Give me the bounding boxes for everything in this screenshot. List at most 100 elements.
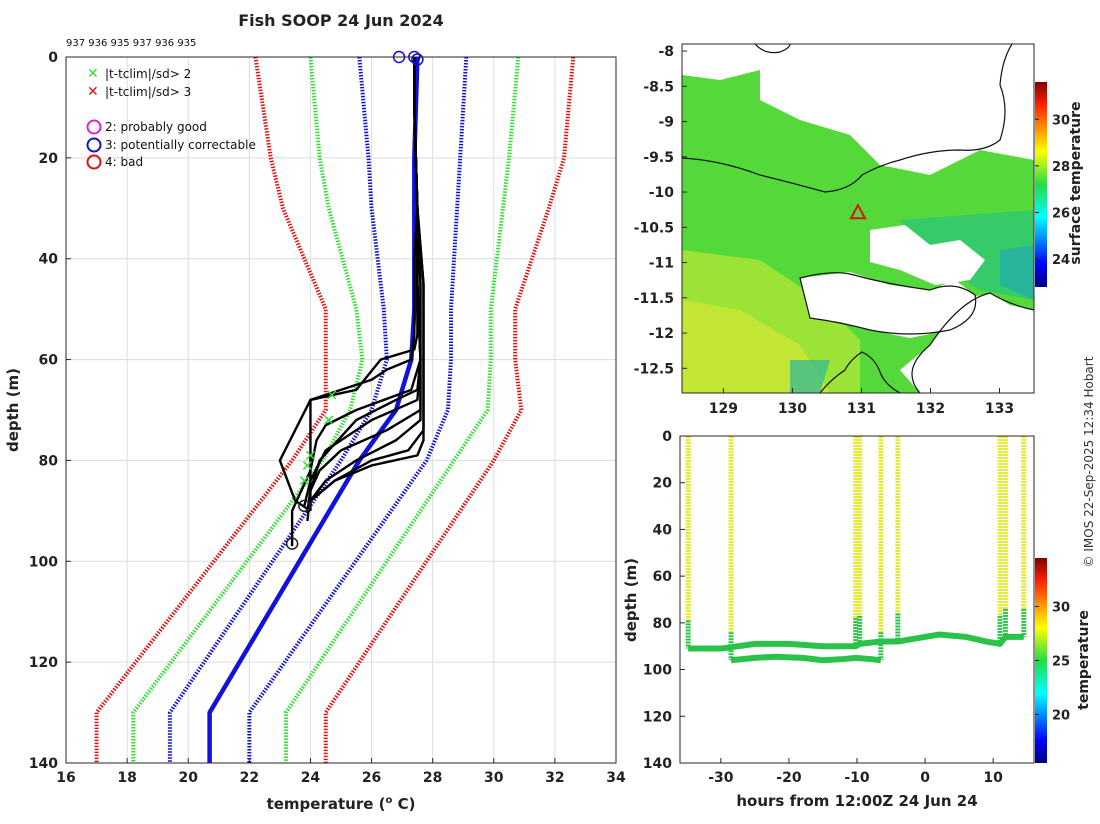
profile-xtick-label: 18: [117, 770, 136, 786]
legend-item-outlier-2sd: ✕ |t-tclim|/sd> 2: [87, 66, 191, 82]
profile-plot-area: [66, 57, 616, 763]
legend-item-bad: 4: bad: [86, 154, 143, 170]
profile-xtick-label: 16: [56, 770, 75, 786]
temperature-colorbar-tick-label: 30: [1052, 601, 1070, 616]
cloud-mask-island: [870, 225, 985, 285]
sst-cool-zone-southeast: [1000, 245, 1034, 300]
time-xtick-label: -30: [708, 770, 734, 786]
sst-map-panel: 129 130 131 132 133 -8 -8.5 -9 -9.5 -10 -10.5 -11 -1…: [634, 43, 1084, 417]
legend-label-potentially-correctable: 3: potentially correctable: [105, 138, 256, 152]
time-ytick-label: 20: [653, 476, 673, 492]
climatology-mean-1sd: [167, 57, 389, 763]
profile-ytick-label: 0: [48, 50, 58, 66]
profile-ytick-label: 60: [39, 353, 59, 369]
profile-xlabel: temperature (o C): [267, 795, 416, 813]
coastline-southeast: [911, 292, 1034, 393]
cloud-mask-north: [760, 44, 1034, 175]
profile-ticks: 16 18 20 22 24 26 28 30 32 34 0 20 40 60 80 100 120 140: [29, 50, 626, 786]
profile-xtick-label: 26: [362, 770, 381, 786]
time-xtick-label: -20: [776, 770, 802, 786]
cruise-location-marker: [849, 203, 867, 220]
climatology-mean-2sd: [131, 57, 365, 763]
climatology-mean+2sd: [284, 57, 521, 763]
profile-legend: ✕ |t-tclim|/sd> 2 ✕ |t-tclim|/sd> 3 2: p…: [86, 66, 256, 170]
map-xtick-label: 132: [916, 401, 945, 417]
outlier-marker: [305, 450, 315, 460]
land-southeast: [900, 293, 1034, 393]
coastline-islet-north: [754, 44, 791, 54]
time-ytick-label: 120: [643, 709, 672, 725]
time-xtick-label: 10: [983, 770, 1003, 786]
sst-colorbar: [1035, 82, 1047, 287]
coastline-north: [682, 44, 1013, 193]
legend-label-outlier-3sd: |t-tclim|/sd> 3: [105, 85, 191, 99]
time-xtick-label: -10: [844, 770, 870, 786]
cloud-mask-northwest: [682, 44, 760, 80]
legend-symbol-potentially-correctable: [86, 137, 102, 153]
profile-ytick-label: 140: [29, 756, 58, 772]
map-ytick-label: -10.5: [634, 220, 674, 236]
sst-colorbar-label: surface temperature: [1068, 101, 1084, 264]
time-ytick-label: 0: [662, 429, 672, 445]
profile-ytick-label: 120: [29, 655, 58, 671]
outlier-marker: [299, 476, 309, 486]
time-ytick-label: 100: [643, 663, 672, 679]
profile-xtick-label: 24: [301, 770, 321, 786]
profile-ylabel: depth (m): [4, 368, 22, 452]
sst-colorbar-tick-label: 30: [1052, 113, 1070, 128]
outlier-marker: [327, 390, 337, 400]
map-ytick-label: -8.5: [643, 79, 674, 95]
map-xtick-label: 130: [778, 401, 807, 417]
climatology-mean+1sd: [247, 57, 469, 763]
flag-marker: [298, 499, 311, 513]
time-ytick-label: 60: [653, 569, 673, 585]
map-ytick-label: -8: [658, 44, 674, 60]
depth-time-ylabel: depth (m): [622, 558, 640, 642]
profile-ytick-label: 100: [29, 554, 58, 570]
profile-ytick-label: 20: [39, 151, 59, 167]
legend-label-probably-good: 2: probably good: [105, 120, 207, 134]
legend-label-outlier-2sd: |t-tclim|/sd> 2: [105, 67, 191, 81]
profile-xtick-label: 28: [423, 770, 442, 786]
map-ytick-label: -10: [649, 185, 675, 201]
profile-xtick-label: 34: [606, 770, 626, 786]
temperature-colorbar-tick-label: 25: [1052, 655, 1070, 670]
legend-symbol-outlier-2sd: ✕: [87, 66, 99, 82]
sst-colorbar-tick-label: 26: [1052, 206, 1070, 221]
temperature-colorbar-tick-label: 20: [1052, 708, 1070, 723]
time-ytick-label: 140: [643, 756, 672, 772]
temperature-colorbar: [1035, 558, 1047, 763]
time-xtick-label: 0: [920, 770, 930, 786]
time-ytick-label: 80: [653, 616, 673, 632]
sst-colorbar-tick-label: 28: [1052, 160, 1070, 175]
flag-marker: [411, 53, 424, 66]
cruise-ids-label: 937 936 935 937 936 935: [66, 38, 196, 49]
credit-text: © IMOS 22-Sep-2025 12:34 Hobart: [1082, 356, 1096, 567]
flag-marker: [285, 537, 299, 550]
time-ytick-label: 40: [653, 522, 673, 538]
profile-xtick-label: 22: [240, 770, 259, 786]
profile-ytick-label: 80: [39, 453, 59, 469]
profile-xtick-label: 32: [545, 770, 564, 786]
map-xtick-label: 129: [709, 401, 738, 417]
profile-ytick-label: 40: [39, 252, 59, 268]
map-xtick-label: 133: [985, 401, 1014, 417]
map-ytick-label: -12: [649, 326, 674, 342]
outlier-marker: [324, 415, 334, 425]
legend-symbol-outlier-3sd: ✕: [87, 84, 99, 100]
legend-item-outlier-3sd: ✕ |t-tclim|/sd> 3: [87, 84, 191, 100]
legend-symbol-probably-good: [86, 119, 102, 135]
legend-item-potentially-correctable: 3: potentially correctable: [86, 137, 256, 153]
map-ytick-label: -9.5: [643, 150, 674, 166]
coastline-south-bay: [819, 351, 901, 393]
map-ytick-label: -9: [658, 115, 674, 131]
depth-time-series: [685, 436, 1027, 664]
coastline-island: [799, 272, 977, 335]
map-xtick-label: 131: [847, 401, 876, 417]
sst-colorbar-ticks: 24 26 28 30: [1035, 113, 1070, 268]
figure-title: Fish SOOP 24 Jun 2024: [238, 11, 444, 30]
seabed-depth-track-upper: [688, 631, 1024, 652]
